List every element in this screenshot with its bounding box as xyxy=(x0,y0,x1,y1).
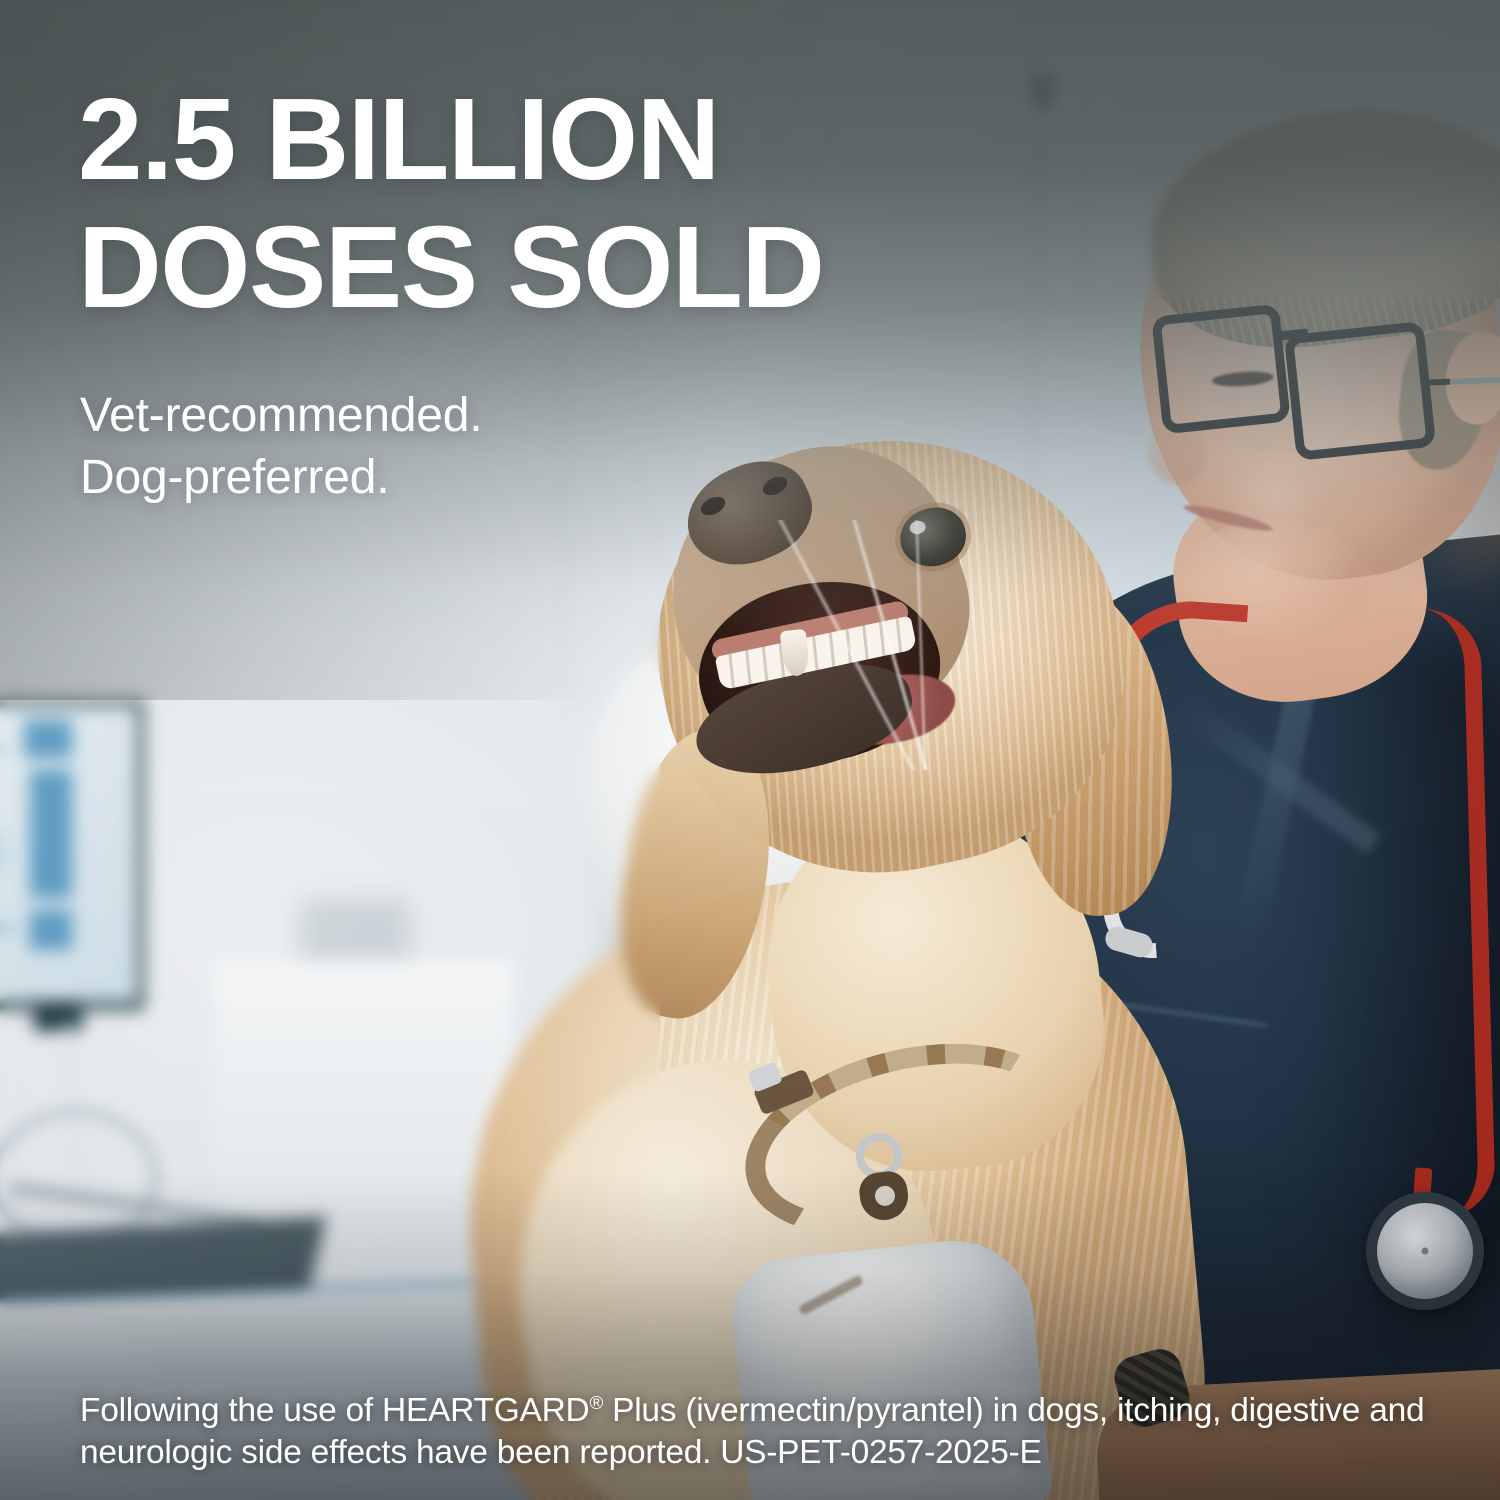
headline-line-2: DOSES SOLD xyxy=(78,201,825,332)
iv-drip-chamber xyxy=(1030,72,1056,110)
iv-stand-pole-secondary xyxy=(1082,40,1086,290)
stethoscope-chestpiece-icon xyxy=(1366,1192,1484,1310)
clinic-monitor xyxy=(0,700,144,1010)
glasses-lens-right xyxy=(1283,321,1437,461)
disclaimer-part-2: Plus (ivermectin/pyrantel) in dogs, itch… xyxy=(80,1391,1425,1471)
legal-disclaimer: Following the use of HEARTGARD® Plus (iv… xyxy=(80,1390,1430,1474)
subheadline-line-1: Vet-recommended. xyxy=(80,389,483,442)
monitor-ui-line-bottom xyxy=(0,924,14,932)
monitor-ui-panel-mid xyxy=(30,770,72,898)
subheadline: Vet-recommended. Dog-preferred. xyxy=(80,385,483,510)
glasses-lens-left xyxy=(1151,303,1291,435)
monitor-ui-panel-bottom xyxy=(30,910,72,950)
monitor-screen xyxy=(0,706,138,1002)
iv-stand-pole xyxy=(1040,10,1045,290)
headline-line-1: 2.5 BILLION xyxy=(78,74,720,204)
subheadline-line-2: Dog-preferred. xyxy=(80,451,390,505)
disclaimer-part-1: Following the use of HEARTGARD xyxy=(80,1391,590,1429)
monitor-ui-circle xyxy=(0,826,10,878)
registered-trademark-icon: ® xyxy=(589,1391,604,1413)
headline: 2.5 BILLION DOSES SOLD xyxy=(78,74,825,332)
monitor-ui-line xyxy=(0,746,8,751)
clinic-cabinet xyxy=(214,960,514,1210)
monitor-ui-panel-top xyxy=(24,720,72,758)
